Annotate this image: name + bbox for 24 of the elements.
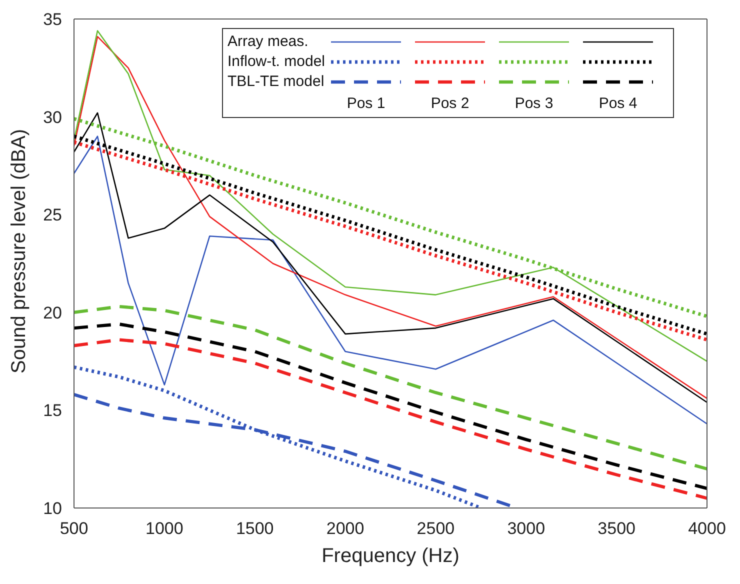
x-tick-label: 2000 (326, 519, 364, 538)
x-tick-label: 1000 (146, 519, 184, 538)
annotation: TBL-TE model (227, 72, 326, 92)
x-tick-label: 1500 (236, 519, 274, 538)
x-tick-label: 4000 (688, 519, 726, 538)
x-tick-label: 500 (60, 519, 88, 538)
x-tick-label: 3500 (598, 519, 636, 538)
x-tick-label: 3000 (507, 519, 546, 538)
line-series (74, 304, 707, 470)
annotation: Pos 4 (598, 94, 638, 114)
y-tick-label: 20 (43, 303, 62, 322)
y-tick-label: 35 (43, 10, 62, 30)
y-tick-label: 25 (43, 206, 62, 225)
annotation: Pos 1 (346, 94, 386, 114)
x-axis-title: Frequency (Hz) (322, 545, 460, 567)
y-tick-label: 15 (43, 401, 62, 420)
annotation: Pos 3 (514, 94, 554, 114)
annotation: Pos 2 (430, 94, 470, 114)
annotation: Inflow-t. model (227, 52, 326, 72)
y-axis-title: Sound pressure level (dBA) (8, 128, 30, 374)
annotation: Array meas. (227, 32, 310, 52)
y-tick-label: 10 (43, 499, 62, 518)
x-tick-label: 2500 (416, 519, 455, 538)
y-tick-label: 30 (43, 108, 62, 127)
